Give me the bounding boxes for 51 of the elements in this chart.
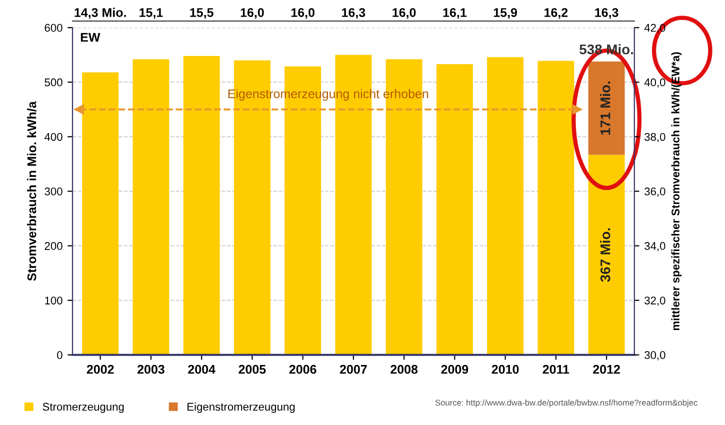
bar bbox=[487, 57, 524, 355]
bar bbox=[183, 56, 220, 355]
x-tick-label: 2004 bbox=[188, 364, 216, 374]
source-note: Source: http://www.dwa-bw.de/portale/bwbw.nsf/home?readform&objec bbox=[435, 400, 698, 408]
bar bbox=[132, 59, 170, 355]
bar bbox=[588, 61, 625, 155]
y-tick-label: 200 bbox=[44, 242, 62, 250]
text: 16,0 bbox=[392, 8, 416, 19]
x-tick-label: 2012 bbox=[593, 364, 620, 374]
x-tick-label: 2003 bbox=[137, 364, 164, 374]
text: 16,1 bbox=[443, 8, 466, 19]
bar bbox=[538, 60, 574, 355]
text: 15,1 bbox=[140, 8, 163, 19]
bar bbox=[436, 64, 473, 355]
data-label: 171 Mio. bbox=[600, 82, 610, 135]
x-tick-label: 2009 bbox=[441, 364, 468, 374]
y-tick-label: 400 bbox=[44, 132, 62, 141]
x-tick-label: 2011 bbox=[542, 364, 570, 374]
y2-tick-label: 30,0 bbox=[644, 351, 666, 360]
data-label: 367 Mio. bbox=[600, 228, 610, 282]
y-axis-title: Stromverbrauch in Mio. kWh/a bbox=[27, 101, 36, 281]
x-tick-label: 2005 bbox=[238, 364, 266, 374]
y-tick-label: 500 bbox=[44, 78, 62, 86]
total-label: 538 Mio. bbox=[580, 44, 633, 54]
x-tick-label: 2006 bbox=[289, 364, 316, 374]
bar bbox=[82, 72, 119, 355]
y-tick-label: 300 bbox=[44, 188, 62, 196]
y-tick-label: 100 bbox=[45, 296, 62, 304]
legend-label: Eigenstromerzeugung bbox=[188, 402, 295, 413]
text: 15,9 bbox=[494, 8, 517, 19]
text: 16,0 bbox=[291, 8, 314, 19]
text: 16,3 bbox=[595, 8, 618, 19]
y2-axis-title: mittlerer spezifischer Stromverbrauch in kWh/(EW*a) bbox=[671, 52, 682, 330]
text: 14,3 Mio. bbox=[74, 8, 126, 19]
y2-tick-label: 38,0 bbox=[644, 132, 666, 142]
annotation: EW bbox=[80, 32, 100, 42]
text: 16,0 bbox=[240, 8, 264, 19]
x-tick-label: 2010 bbox=[492, 364, 519, 374]
y2-tick-label: 34,0 bbox=[644, 242, 666, 252]
y-tick-label: 0 bbox=[57, 351, 62, 360]
text: 16,3 bbox=[342, 8, 366, 19]
y2-tick-label: 36,0 bbox=[644, 188, 666, 197]
y2-tick-label: 40,0 bbox=[644, 78, 666, 88]
text: 16,2 bbox=[544, 8, 568, 19]
legend-label: Stromerzeugung bbox=[42, 402, 124, 413]
x-tick-label: 2007 bbox=[340, 364, 367, 374]
y-tick-label: 600 bbox=[44, 24, 62, 32]
x-tick-label: 2002 bbox=[86, 364, 114, 374]
text: 15,5 bbox=[190, 8, 214, 19]
y2-tick-label: 32,0 bbox=[644, 296, 666, 306]
x-tick-label: 2008 bbox=[390, 364, 418, 374]
